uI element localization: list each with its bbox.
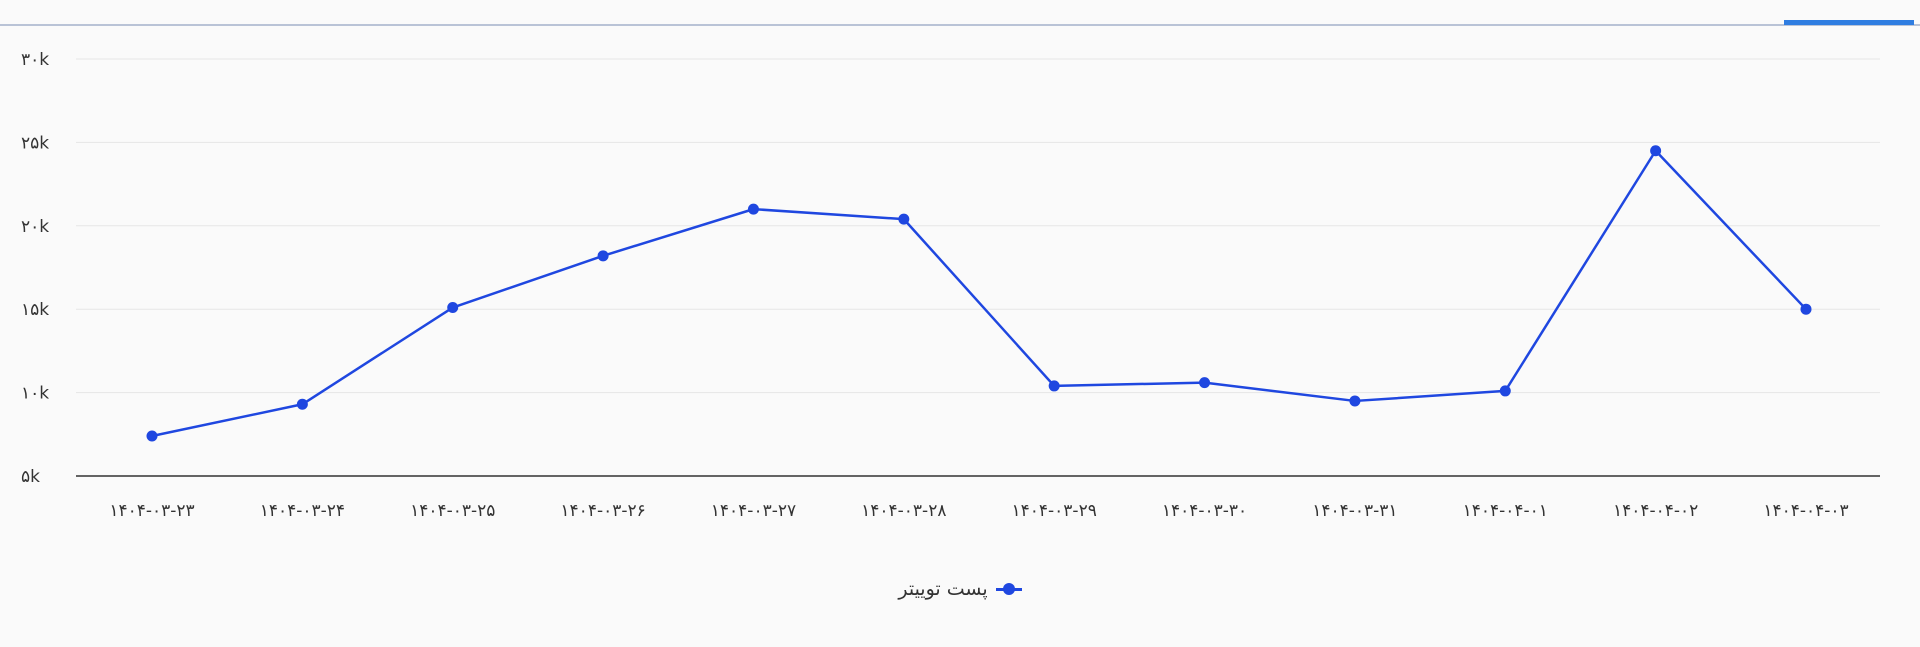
x-tick-label: ۱۴۰۴-۰۳-۲۴ — [260, 501, 345, 521]
data-point — [1048, 380, 1060, 392]
data-point — [1800, 303, 1812, 315]
data-point — [747, 203, 759, 215]
chart-legend[interactable]: پست توییتر — [0, 578, 1920, 600]
y-tick-label: ۳۰k — [21, 50, 49, 70]
legend-series-marker-icon — [995, 583, 1022, 595]
data-point — [447, 302, 459, 314]
x-tick-label: ۱۴۰۴-۰۳-۳۰ — [1162, 501, 1247, 521]
x-axis-ticks: ۱۴۰۴-۰۳-۲۳ ۱۴۰۴-۰۳-۲۴ ۱۴۰۴-۰۳-۲۵ ۱۴۰۴-۰۳-۲۶… — [109, 501, 1848, 521]
data-point — [1199, 377, 1211, 389]
x-tick-label: ۱۴۰۴-۰۳-۳۱ — [1312, 501, 1397, 521]
y-tick-label: ۵k — [21, 467, 40, 487]
chart-series — [146, 145, 1812, 442]
data-point — [1499, 385, 1511, 397]
x-tick-label: ۱۴۰۴-۰۳-۲۷ — [711, 501, 796, 521]
x-tick-label: ۱۴۰۴-۰۳-۲۶ — [560, 501, 645, 521]
y-axis-ticks: ۳۰k ۲۵k ۲۰k ۱۵k ۱۰k ۵k — [21, 50, 49, 487]
x-tick-label: ۱۴۰۴-۰۴-۰۲ — [1613, 501, 1698, 521]
legend-series-label: پست توییتر — [898, 578, 988, 600]
x-tick-label: ۱۴۰۴-۰۴-۰۱ — [1463, 501, 1548, 521]
y-tick-label: ۱۵k — [21, 300, 49, 320]
x-tick-label: ۱۴۰۴-۰۴-۰۳ — [1763, 501, 1848, 521]
y-tick-label: ۱۰k — [21, 384, 49, 404]
x-tick-label: ۱۴۰۴-۰۳-۲۵ — [410, 501, 495, 521]
data-point — [1349, 395, 1361, 407]
x-tick-label: ۱۴۰۴-۰۳-۲۸ — [861, 501, 946, 521]
data-point — [1650, 145, 1662, 157]
active-tab-indicator[interactable] — [1784, 20, 1914, 25]
y-tick-label: ۲۰k — [21, 217, 49, 237]
series-line — [151, 149, 1807, 438]
data-point — [146, 430, 158, 442]
data-point — [597, 250, 609, 262]
x-tick-label: ۱۴۰۴-۰۳-۲۹ — [1012, 501, 1097, 521]
x-tick-label: ۱۴۰۴-۰۳-۲۳ — [109, 501, 194, 521]
chart-gridlines — [76, 58, 1880, 394]
y-tick-label: ۲۵k — [21, 133, 49, 153]
data-point — [296, 398, 308, 410]
header-divider — [0, 24, 1920, 26]
data-point — [898, 213, 910, 225]
